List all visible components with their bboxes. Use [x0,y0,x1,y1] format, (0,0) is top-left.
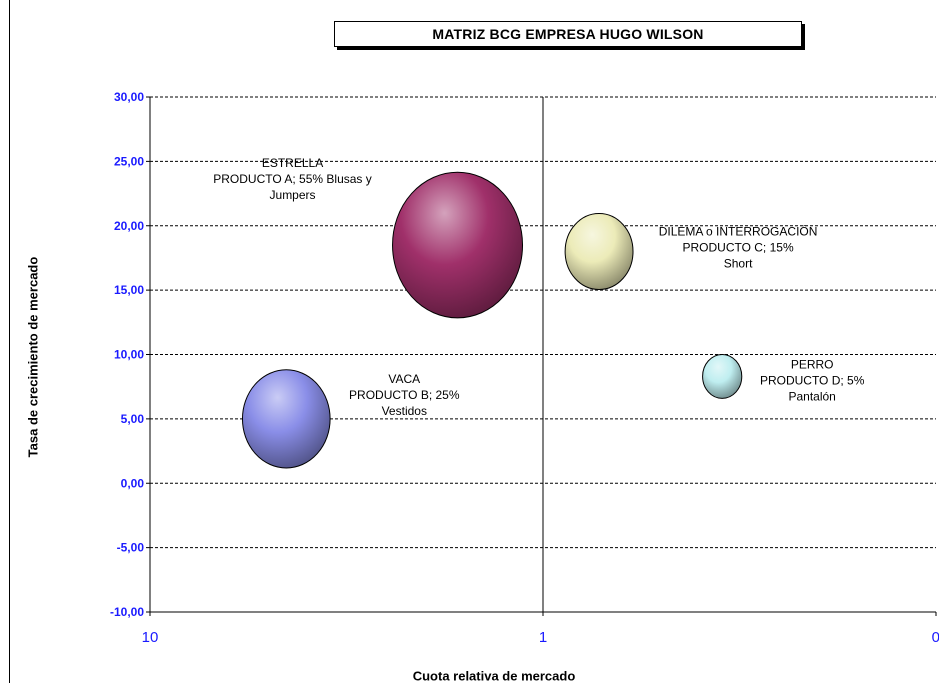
chart-title: MATRIZ BCG EMPRESA HUGO WILSON [334,21,802,47]
y-tick-label: 30,00 [114,90,144,104]
bubble-producto-a [392,171,524,319]
y-tick-label: 5,00 [121,412,145,426]
bubble-producto-c [564,212,634,291]
x-tick-label: 1 [539,629,547,646]
bubble-label-line: Vestidos [382,404,427,418]
y-tick-label: -10,00 [110,605,144,619]
y-tick-label: 10,00 [114,348,144,362]
bubble-label-line: Short [724,257,753,271]
y-tick-label: 20,00 [114,219,144,233]
bubble-label-line: VACA [388,372,420,386]
bubble-label-line: ESTRELLA [262,156,323,170]
y-tick-label: 15,00 [114,283,144,297]
left-border-line [9,0,10,683]
x-tick-label: 10 [142,629,159,646]
bubble-label-line: Jumpers [270,188,316,202]
y-tick-label: 0,00 [121,476,145,490]
x-axis-label: Cuota relativa de mercado [412,668,576,684]
bubble-label-line: DILEMA o INTERROGACIÓN [659,224,818,239]
x-tick-label: 0 [932,629,939,646]
bubble-label-line: PRODUCTO A; 55% Blusas y [213,172,372,186]
bubble-label-line: PRODUCTO C; 15% [682,241,793,255]
y-tick-label: -5,00 [117,541,145,555]
bubble-producto-b [241,369,331,469]
bubble-producto-d [702,353,743,399]
axes: 30,00 25,00 20,00 15,00 10,00 5,00 0,00 -5,00 -1… [110,90,939,646]
bubble-labels: ESTRELLA PRODUCTO A; 55% Blusas y Jumpers V… [213,156,864,418]
bubble-label-line: PRODUCTO B; 25% [349,388,460,402]
y-tick-label: 25,00 [114,154,144,168]
bubble-label-line: PRODUCTO D; 5% [760,373,865,387]
bubble-label-line: Pantalón [788,389,835,403]
bubble-label-line: PERRO [791,357,834,371]
bubbles [241,171,743,469]
